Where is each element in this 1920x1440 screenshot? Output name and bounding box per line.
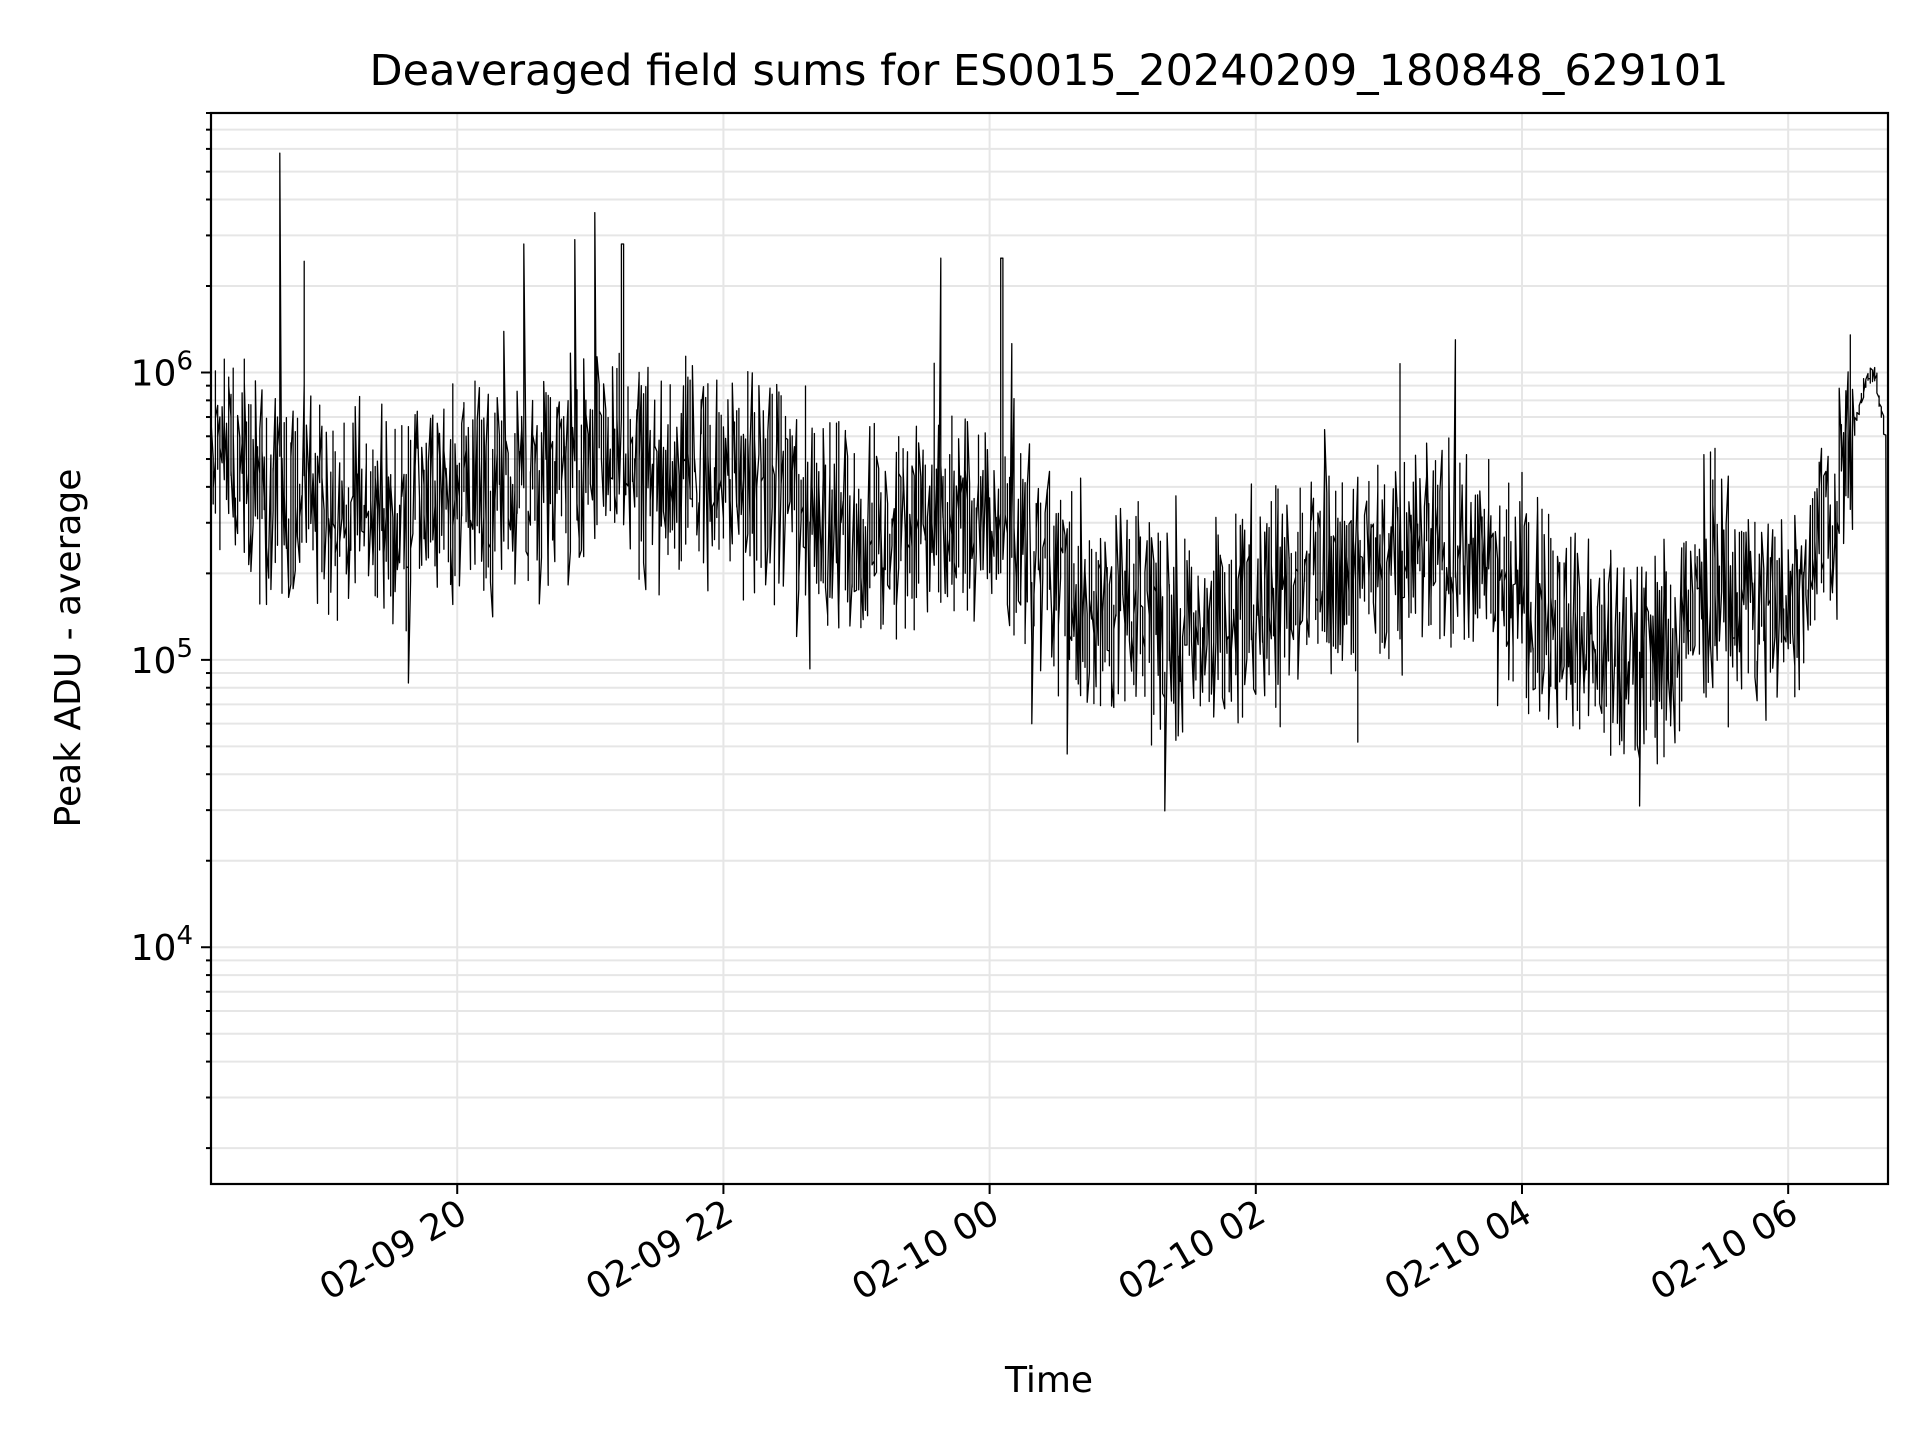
y-tick-label: 106 — [131, 347, 193, 395]
y-tick-base: 10 — [131, 928, 177, 969]
x-tick-label: 02-09 22 — [579, 1192, 740, 1308]
x-tick-label: 02-10 04 — [1378, 1192, 1539, 1308]
y-tick-exponent: 5 — [176, 634, 193, 664]
x-axis-label: Time — [1004, 1360, 1093, 1401]
x-tick-label: 02-10 02 — [1112, 1192, 1273, 1308]
y-tick-exponent: 4 — [176, 921, 193, 951]
y-tick-exponent: 6 — [176, 347, 193, 377]
chart-title: Deaveraged field sums for ES0015_2024020… — [370, 46, 1729, 96]
y-tick-label: 104 — [131, 921, 193, 969]
grid — [211, 112, 1888, 1184]
plot-frame — [209, 111, 1890, 1186]
y-axis-label: Peak ADU - average — [48, 469, 89, 828]
x-tick-label: 02-10 06 — [1644, 1192, 1805, 1308]
series-line — [210, 152, 1889, 1185]
y-tick-base: 10 — [131, 354, 177, 395]
x-tick-label: 02-09 20 — [313, 1192, 474, 1308]
y-tick-label: 105 — [131, 634, 193, 682]
y-tick-base: 10 — [131, 641, 177, 682]
x-tick-label: 02-10 00 — [845, 1192, 1006, 1308]
